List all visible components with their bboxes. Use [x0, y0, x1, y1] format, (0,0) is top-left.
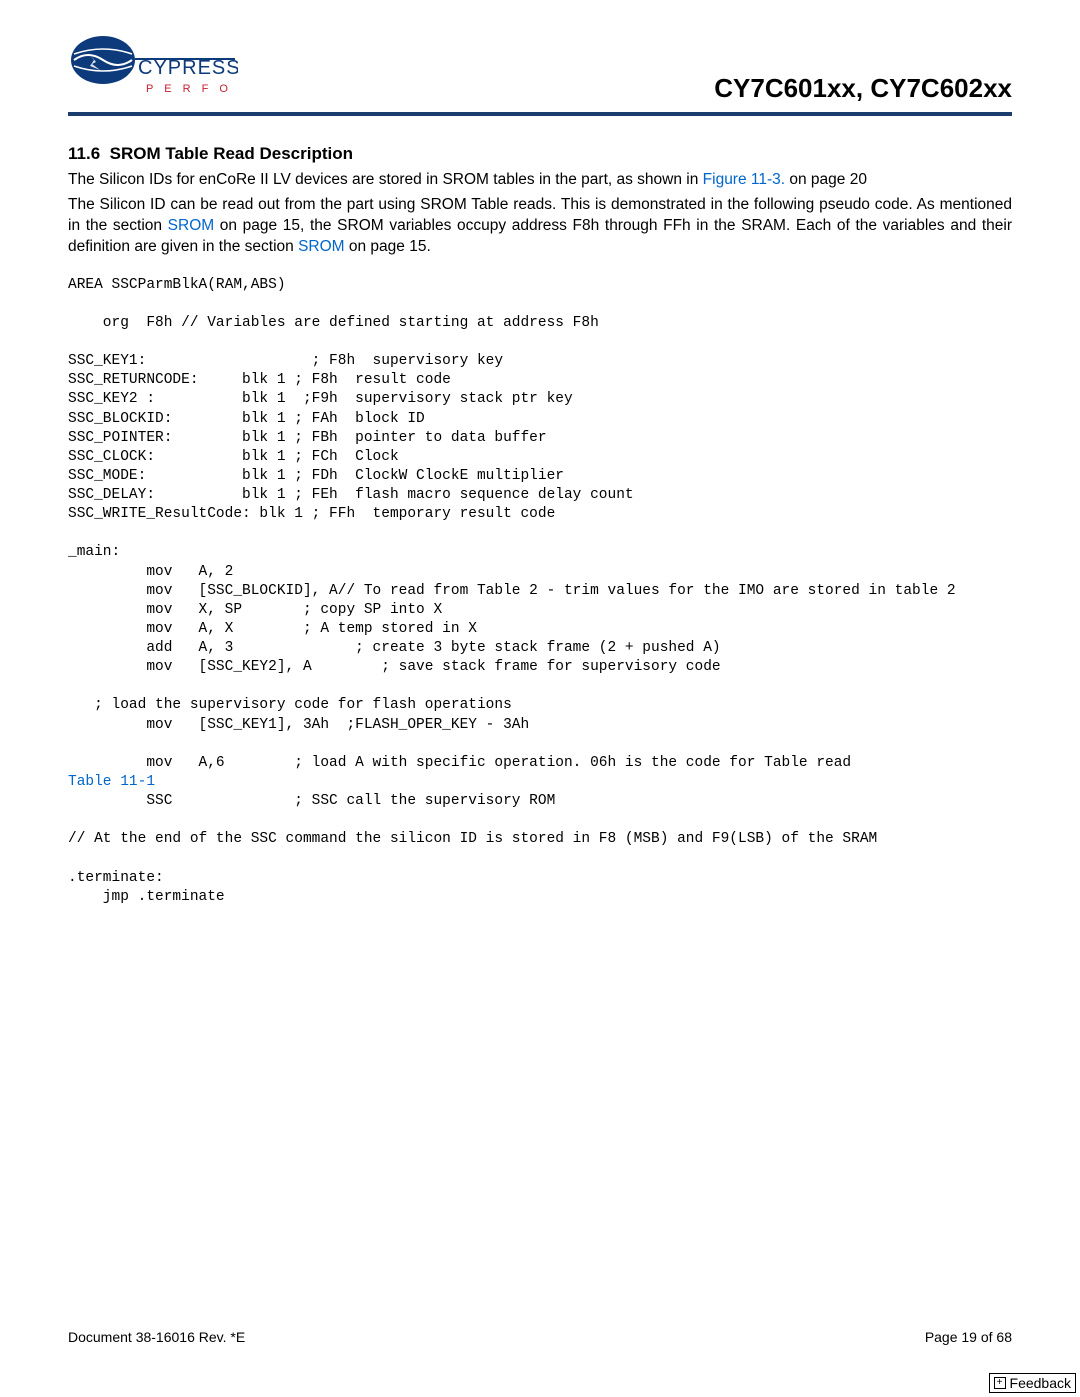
footer-doc-id: Document 38-16016 Rev. *E — [68, 1329, 245, 1345]
text: The Silicon IDs for enCoRe II LV devices… — [68, 171, 703, 188]
code-line: jmp .terminate — [68, 889, 225, 905]
code-line: mov A, X ; A temp stored in X — [68, 621, 477, 637]
document-title: CY7C601xx, CY7C602xx — [714, 73, 1012, 110]
paragraph-1: The Silicon IDs for enCoRe II LV devices… — [68, 170, 1012, 191]
code-line: SSC_KEY1: ; F8h supervisory key — [68, 353, 503, 369]
code-line: SSC_BLOCKID: blk 1 ; FAh block ID — [68, 411, 425, 427]
code-line: SSC_CLOCK: blk 1 ; FCh Clock — [68, 449, 399, 465]
logo: CYPRESS P E R F O R M — [68, 30, 238, 110]
code-line: ; load the supervisory code for flash op… — [68, 697, 512, 713]
text: on page 20 — [785, 171, 867, 188]
page-footer: Document 38-16016 Rev. *E Page 19 of 68 — [68, 1329, 1012, 1345]
code-line: org F8h // Variables are defined startin… — [68, 315, 599, 331]
srom-link-1[interactable]: SROM — [168, 217, 215, 234]
code-line: mov X, SP ; copy SP into X — [68, 602, 442, 618]
feedback-button[interactable]: + Feedback — [989, 1373, 1076, 1393]
code-listing: AREA SSCParmBlkA(RAM,ABS) org F8h // Var… — [68, 276, 1012, 907]
code-line: AREA SSCParmBlkA(RAM,ABS) — [68, 277, 286, 293]
code-line: add A, 3 ; create 3 byte stack frame (2 … — [68, 640, 721, 656]
table-link[interactable]: Table 11-1 — [68, 774, 155, 790]
code-line: .terminate: — [68, 870, 164, 886]
code-line: // At the end of the SSC command the sil… — [68, 831, 877, 847]
paragraph-2: The Silicon ID can be read out from the … — [68, 195, 1012, 258]
section-number: 11.6 — [68, 144, 100, 163]
code-line: SSC_RETURNCODE: blk 1 ; F8h result code — [68, 372, 451, 388]
plus-icon: + — [994, 1377, 1006, 1389]
code-line: mov [SSC_KEY1], 3Ah ;FLASH_OPER_KEY - 3A… — [68, 717, 529, 733]
code-line: SSC ; SSC call the supervisory ROM — [68, 793, 555, 809]
text: on page 15. — [345, 238, 431, 255]
section-title: SROM Table Read Description — [110, 144, 353, 163]
code-line: SSC_MODE: blk 1 ; FDh ClockW ClockE mult… — [68, 468, 564, 484]
code-line: SSC_DELAY: blk 1 ; FEh flash macro seque… — [68, 487, 634, 503]
srom-link-2[interactable]: SROM — [298, 238, 345, 255]
code-line: SSC_KEY2 : blk 1 ;F9h supervisory stack … — [68, 391, 573, 407]
code-line: mov A, 2 — [68, 564, 233, 580]
code-line: mov [SSC_KEY2], A ; save stack frame for… — [68, 659, 721, 675]
code-line: mov A,6 ; load A with specific operation… — [68, 755, 860, 771]
figure-link[interactable]: Figure 11-3. — [703, 171, 785, 188]
page-header: CYPRESS P E R F O R M CY7C601xx, CY7C602… — [68, 30, 1012, 116]
code-line: SSC_WRITE_ResultCode: blk 1 ; FFh tempor… — [68, 506, 555, 522]
code-line: _main: — [68, 544, 120, 560]
cypress-logo-icon: CYPRESS P E R F O R M — [68, 30, 238, 110]
svg-text:CYPRESS: CYPRESS — [138, 57, 238, 79]
page-body: CYPRESS P E R F O R M CY7C601xx, CY7C602… — [0, 0, 1080, 907]
feedback-label: Feedback — [1010, 1375, 1071, 1391]
code-line: SSC_POINTER: blk 1 ; FBh pointer to data… — [68, 430, 547, 446]
footer-page-number: Page 19 of 68 — [925, 1329, 1012, 1345]
svg-text:P E R F O R M: P E R F O R M — [146, 83, 238, 95]
code-line: mov [SSC_BLOCKID], A// To read from Tabl… — [68, 583, 956, 599]
section-heading: 11.6 SROM Table Read Description — [68, 144, 1012, 164]
